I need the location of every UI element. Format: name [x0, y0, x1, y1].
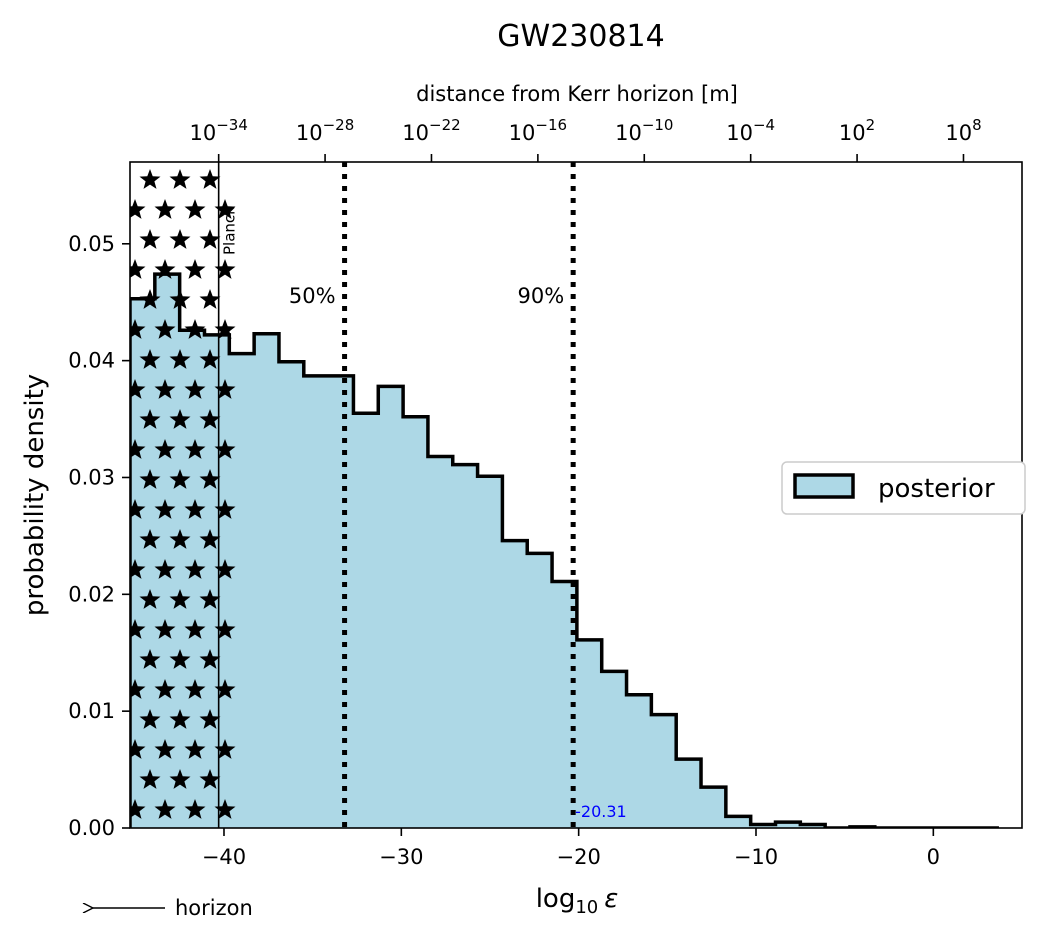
top-tick-label: 10−28 — [296, 116, 354, 145]
legend-label: posterior — [878, 474, 995, 504]
x-tick-label: −20 — [556, 845, 600, 869]
chart-title: GW230814 — [497, 19, 664, 54]
y-tick-label: 0.00 — [68, 816, 115, 840]
quantile-90-value: -20.31 — [575, 802, 627, 821]
horizon-label: horizon — [175, 896, 253, 920]
y-axis-label: probability density — [20, 374, 50, 616]
y-axis-ticks: 0.00 0.01 0.02 0.03 0.04 0.05 — [68, 232, 130, 840]
top-tick-label: 10−22 — [402, 116, 460, 145]
quantile-label-2: 90% — [517, 284, 564, 308]
quantile-lines — [342, 162, 576, 828]
top-tick-label: 108 — [945, 116, 981, 145]
top-tick-label: 10−34 — [189, 116, 247, 145]
y-tick-label: 0.03 — [68, 465, 115, 489]
x-axis-label: log10 ε — [536, 884, 619, 918]
top-tick-label: 10−10 — [615, 116, 673, 145]
y-tick-label: 0.01 — [68, 699, 115, 723]
top-tick-label: 102 — [839, 116, 875, 145]
y-tick-label: 0.02 — [68, 582, 115, 606]
histogram-outline — [130, 272, 999, 828]
histogram-fill — [130, 274, 999, 828]
top-tick-label: 10−4 — [726, 116, 775, 145]
x-label-subscript: 10 — [575, 897, 598, 918]
x-tick-label: −10 — [734, 845, 778, 869]
top-axis-ticks: 10−34 10−28 10−22 10−16 10−10 10−4 102 108 — [189, 116, 982, 162]
top-axis-label: distance from Kerr horizon [m] — [416, 82, 738, 106]
y-tick-label: 0.05 — [68, 232, 115, 256]
planck-star-hatch — [130, 169, 236, 819]
quantile-labels: 50% 90% — [289, 284, 564, 308]
legend: posterior — [781, 461, 1026, 515]
quantile-label-1: 50% — [289, 284, 336, 308]
x-tick-label: 0 — [927, 845, 940, 869]
x-label-epsilon: ε — [604, 884, 618, 914]
planck-label: Planck — [221, 206, 239, 255]
x-label-log: log — [536, 884, 576, 914]
x-tick-label: −40 — [202, 845, 246, 869]
y-tick-label: 0.04 — [68, 349, 115, 373]
top-tick-label: 10−16 — [509, 116, 567, 145]
x-tick-label: −30 — [379, 845, 423, 869]
planck-region — [130, 162, 236, 828]
x-axis-ticks: −40 −30 −20 −10 0 — [202, 828, 940, 869]
legend-swatch — [793, 473, 855, 499]
